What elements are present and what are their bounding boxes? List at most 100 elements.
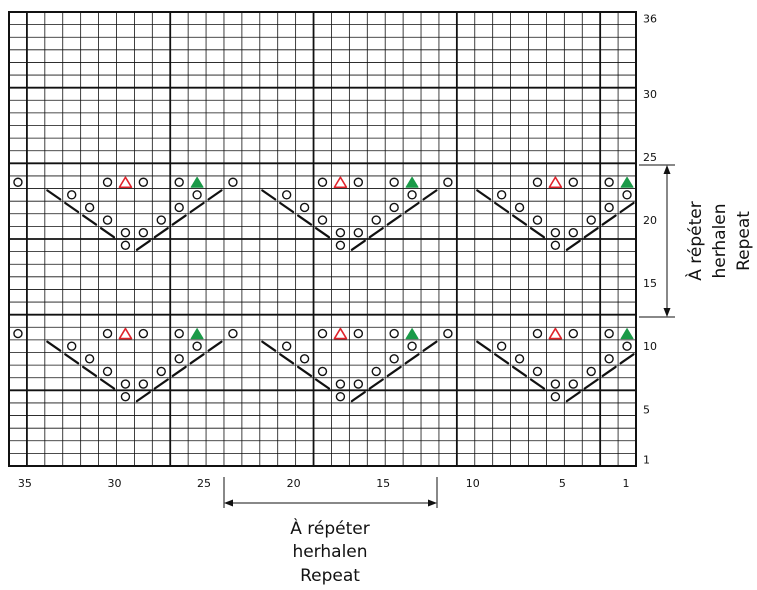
ssk-symbol (494, 353, 510, 365)
ssk-symbol (476, 340, 492, 352)
k2tog-symbol (565, 239, 581, 251)
yarn-over-symbol (604, 177, 614, 187)
ssk-symbol (279, 353, 295, 365)
yarn-over-symbol (443, 177, 453, 187)
k2tog-symbol (619, 353, 635, 365)
yarn-over-symbol (568, 379, 578, 389)
yarn-over-symbol (102, 215, 113, 225)
yarn-over-symbol (335, 391, 346, 402)
yarn-over-symbol (102, 366, 113, 377)
repeat-h-label-line-1: À répéter (290, 517, 369, 539)
yarn-over-symbol (102, 177, 113, 187)
yarn-over-symbol (299, 202, 310, 213)
yarn-over-symbol (138, 227, 149, 238)
ssk-symbol (82, 214, 98, 226)
yarn-over-symbol (335, 240, 346, 251)
yarn-over-symbol (371, 366, 381, 377)
yarn-over-symbol (550, 240, 561, 251)
row-number: 5 (643, 403, 650, 416)
yarn-over-symbol (192, 341, 202, 351)
yarn-over-symbol (586, 366, 596, 377)
yarn-over-symbol (138, 328, 149, 339)
column-number: 5 (559, 477, 566, 490)
row-number: 20 (643, 214, 657, 227)
k2tog-symbol (350, 239, 366, 251)
ssk-symbol (296, 214, 313, 226)
k2tog-symbol (583, 378, 599, 390)
ssk-symbol (279, 201, 295, 214)
column-numbers: 35 30 25 20 15 10 5 1 (18, 477, 630, 490)
k2tog-symbol (153, 227, 169, 239)
yarn-over-symbol (353, 379, 364, 389)
column-number: 10 (466, 477, 480, 490)
yarn-over-symbol (335, 227, 346, 238)
k2tog-symbol (207, 340, 223, 352)
yarn-over-symbol (13, 177, 23, 187)
k2tog-symbol (404, 201, 420, 214)
red-triangle-symbol (333, 176, 348, 189)
yarn-over-symbol (120, 391, 131, 402)
yarn-over-symbol (389, 202, 399, 213)
red-triangle-symbol (548, 327, 563, 340)
ssk-symbol (64, 353, 80, 365)
k2tog-symbol (386, 214, 402, 226)
yarn-over-symbol (138, 177, 149, 187)
k2tog-symbol (422, 189, 438, 201)
ssk-symbol (46, 340, 62, 352)
repeat-h-arrowhead-right (428, 499, 437, 507)
column-number: 30 (107, 477, 121, 490)
ssk-symbol (82, 365, 98, 378)
repeat-v-label-line-2: herhalen (710, 203, 730, 278)
ssk-symbol (511, 214, 528, 226)
yarn-over-symbol (84, 354, 95, 364)
k2tog-symbol (601, 365, 617, 378)
repeat-h-arrowhead-left (224, 499, 233, 507)
ssk-symbol (314, 227, 331, 239)
yarn-over-symbol (568, 227, 578, 238)
yarn-over-symbol (66, 341, 77, 351)
yarn-over-symbol (550, 227, 561, 238)
row-number: 1 (643, 454, 650, 467)
yarn-over-symbol (228, 177, 238, 187)
chart-border (8, 11, 637, 467)
yarn-over-symbol (174, 202, 184, 213)
ssk-symbol (511, 365, 528, 378)
yarn-over-symbol (174, 354, 184, 364)
yarn-over-symbol (66, 190, 77, 200)
yarn-over-symbol (407, 341, 417, 351)
ssk-symbol (296, 365, 313, 378)
yarn-over-symbol (568, 328, 578, 339)
red-triangle-symbol (333, 327, 348, 340)
row-number: 15 (643, 277, 657, 290)
row-numbers: 36 30 25 20 15 10 5 1 (643, 12, 657, 466)
yarn-over-symbol (102, 328, 113, 339)
yarn-over-symbol (443, 328, 453, 339)
yarn-over-symbol (532, 328, 543, 339)
k2tog-symbol (404, 353, 420, 365)
k2tog-symbol (207, 189, 223, 201)
ssk-symbol (529, 227, 546, 239)
ssk-symbol (99, 378, 116, 390)
ssk-symbol (476, 189, 492, 201)
yarn-over-symbol (389, 328, 399, 339)
chart-symbols (13, 176, 635, 403)
yarn-over-symbol (622, 341, 632, 351)
yarn-over-symbol (496, 341, 507, 351)
ssk-symbol (261, 189, 277, 201)
yarn-over-symbol (353, 328, 364, 339)
yarn-over-symbol (532, 215, 543, 225)
k2tog-symbol (171, 214, 187, 226)
row-number: 10 (643, 340, 657, 353)
yarn-over-symbol (604, 354, 614, 364)
k2tog-symbol (619, 201, 635, 214)
yarn-over-symbol (13, 328, 23, 339)
yarn-over-symbol (174, 177, 184, 187)
repeat-v-arrowhead-top (663, 165, 671, 174)
repeat-h-label-line-3: Repeat (300, 566, 360, 586)
yarn-over-symbol (550, 391, 561, 402)
k2tog-symbol (189, 353, 205, 365)
yarn-over-symbol (281, 341, 292, 351)
ssk-symbol (314, 378, 331, 390)
k2tog-symbol (565, 391, 581, 403)
